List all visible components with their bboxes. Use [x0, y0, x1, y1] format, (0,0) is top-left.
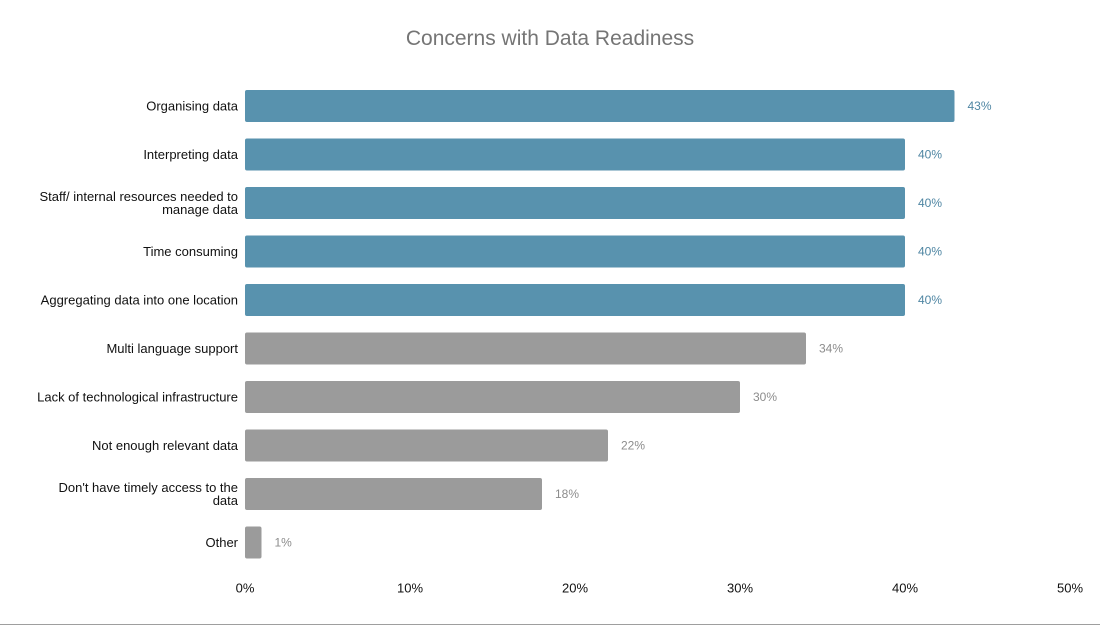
category-label-line: Lack of technological infrastructure — [37, 390, 238, 405]
category-label: Multi language support — [106, 341, 238, 356]
category-labels: Organising data Interpreting data Staff/ i… — [37, 99, 239, 551]
category-label-line: Not enough relevant data — [92, 438, 239, 453]
value-label: 30% — [753, 390, 777, 404]
category-label: Not enough relevant data — [92, 438, 239, 453]
x-tick-label: 0% — [236, 581, 255, 596]
category-label: Don't have timely access to the data — [58, 480, 238, 508]
category-label: Staff/ internal resources needed to manag… — [40, 189, 239, 217]
category-label: Other — [205, 535, 238, 550]
category-label-line: Multi language support — [106, 341, 238, 356]
value-label: 1% — [275, 536, 293, 550]
bar — [245, 138, 905, 171]
category-label: Aggregating data into one location — [41, 293, 238, 308]
bar — [245, 381, 740, 413]
value-label: 43% — [968, 99, 992, 113]
value-label: 40% — [918, 148, 942, 162]
value-labels: 43% 40% 40% 40% 40% 34% 30% 22% 18% 1% — [275, 99, 992, 550]
x-axis-ticks: 0% 10% 20% 30% 40% 50% — [236, 581, 1084, 596]
category-label: Lack of technological infrastructure — [37, 390, 238, 405]
value-label: 40% — [918, 196, 942, 210]
category-label-line: Staff/ internal resources needed to — [40, 189, 239, 204]
category-label-line: manage data — [162, 202, 239, 217]
bar — [245, 90, 955, 122]
x-tick-label: 20% — [562, 581, 588, 596]
value-label: 18% — [555, 487, 579, 501]
chart-title: Concerns with Data Readiness — [405, 27, 695, 50]
x-tick-label: 10% — [397, 581, 423, 596]
category-label-line: Organising data — [146, 99, 239, 114]
category-label-line: data — [213, 493, 239, 508]
x-tick-label: 40% — [892, 581, 918, 596]
category-label-line: Aggregating data into one location — [41, 293, 238, 308]
category-label: Interpreting data — [143, 147, 238, 162]
bar — [245, 235, 905, 268]
bar — [245, 187, 905, 219]
bar — [245, 429, 608, 462]
category-label: Time consuming — [143, 244, 238, 259]
bar — [245, 284, 905, 316]
bar — [245, 526, 262, 559]
value-label: 22% — [621, 439, 645, 453]
category-label-line: Don't have timely access to the — [58, 480, 238, 495]
bar — [245, 478, 542, 510]
category-label-line: Other — [205, 535, 238, 550]
x-tick-label: 50% — [1057, 581, 1083, 596]
bar — [245, 332, 806, 365]
category-label-line: Time consuming — [143, 244, 238, 259]
x-tick-label: 30% — [727, 581, 753, 596]
category-label-line: Interpreting data — [143, 147, 238, 162]
category-label: Organising data — [146, 99, 239, 114]
bottom-divider — [0, 624, 1100, 625]
bars-layer — [245, 90, 955, 559]
value-label: 34% — [819, 342, 843, 356]
value-label: 40% — [918, 245, 942, 259]
value-label: 40% — [918, 293, 942, 307]
